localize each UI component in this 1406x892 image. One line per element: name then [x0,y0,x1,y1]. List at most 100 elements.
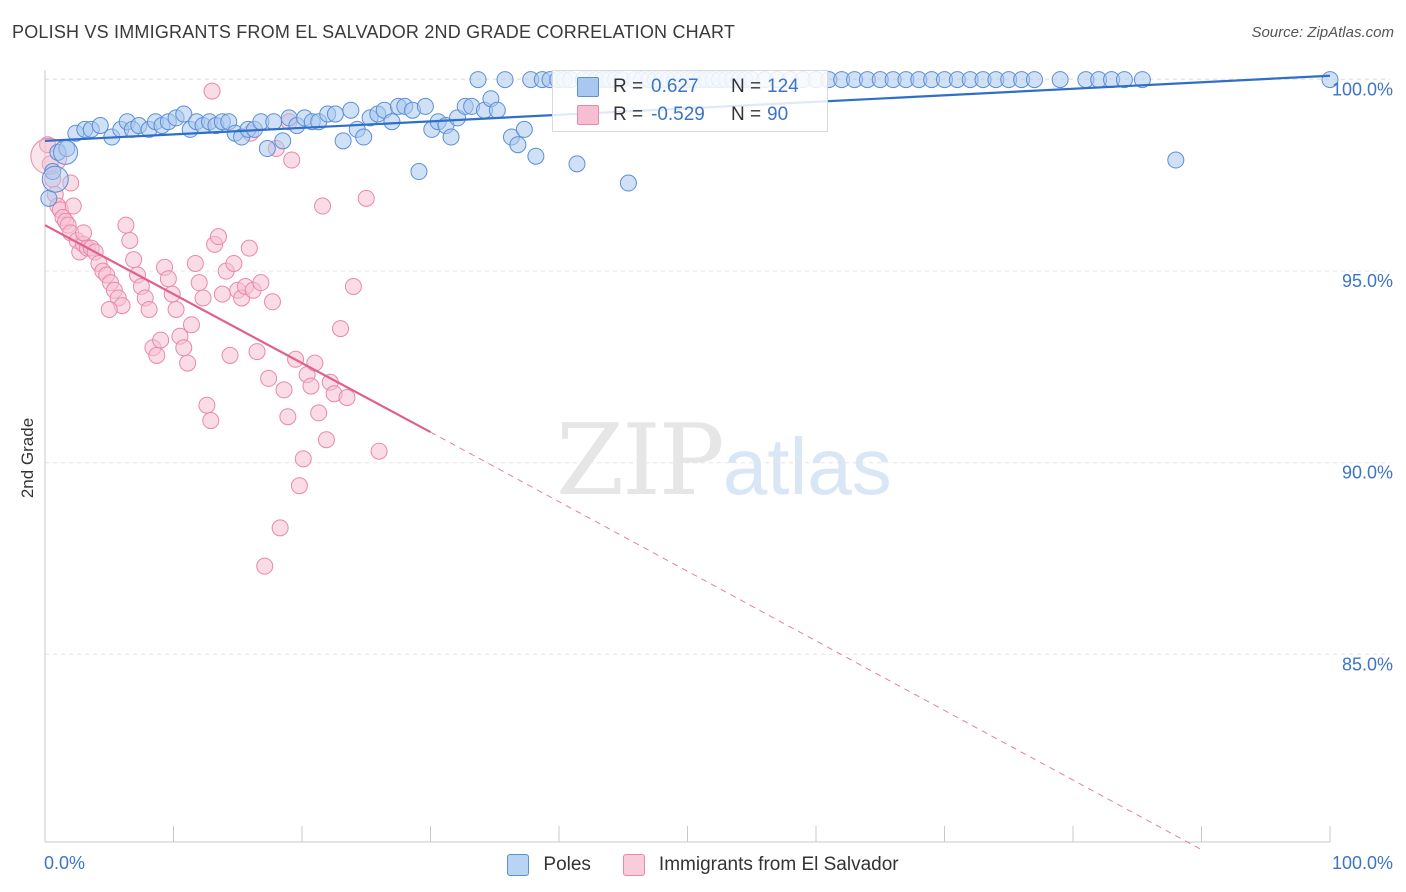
point-el-salvador [100,300,118,318]
point-poles [496,71,514,89]
point-poles [1167,151,1185,169]
point-el-salvador [221,346,239,364]
watermark-atlas: atlas [722,422,892,511]
point-el-salvador [290,477,308,495]
point-el-salvador [252,274,270,292]
point-poles [355,128,373,146]
y-tick-label: 85.0% [1342,654,1393,674]
point-el-salvador [225,254,243,272]
point-el-salvador [203,82,221,100]
point-poles [442,128,460,146]
axes [44,70,1331,843]
point-poles [515,120,533,138]
point-el-salvador [370,442,388,460]
point-poles [619,174,637,192]
legend-label-el-salvador: Immigrants from El Salvador [658,854,899,875]
point-el-salvador [279,408,297,426]
point-el-salvador [317,431,335,449]
point-el-salvador [148,346,166,364]
legend-r-label: R = [613,76,644,97]
legend-r-label: R = [613,104,644,125]
series-el-salvador-points [30,82,388,575]
point-poles [334,132,352,150]
point-el-salvador [306,354,324,372]
trend-line-el-salvador-extrapolated [430,431,1202,851]
point-poles [53,139,79,165]
trend-line-el-salvador [44,224,432,434]
point-el-salvador [182,316,200,334]
point-el-salvador [121,231,139,249]
point-poles [175,105,193,123]
point-el-salvador [159,270,177,288]
y-tick-label: 100.0% [1332,80,1393,100]
point-el-salvador [64,197,82,215]
point-poles [488,101,506,119]
point-el-salvador [248,343,266,361]
legend-row-el-salvador: R = -0.529 N = 90 [577,102,807,128]
point-el-salvador [240,239,258,257]
point-el-salvador [263,293,281,311]
point-poles [568,155,586,173]
point-el-salvador [175,339,193,357]
point-el-salvador [256,557,274,575]
correlation-legend: R = 0.627 N = 124 R = -0.529 N = 90 [552,70,828,132]
point-el-salvador [213,285,231,303]
point-el-salvador [338,389,356,407]
legend-r-value-el-salvador: -0.529 [651,104,705,125]
chart-title: POLISH VS IMMIGRANTS FROM EL SALVADOR 2N… [12,22,736,42]
point-poles [1115,71,1133,89]
point-el-salvador [198,396,216,414]
point-el-salvador [314,197,332,215]
point-el-salvador [140,300,158,318]
legend-n-label: N = [731,104,762,125]
point-poles [383,113,401,131]
x-tick-label-min: 0.0% [44,853,85,873]
point-el-salvador [179,354,197,372]
point-el-salvador [310,404,328,422]
source-label: Source: ZipAtlas.com [1251,24,1394,41]
legend-marker-poles [507,854,530,876]
y-tick-label: 90.0% [1342,463,1393,483]
legend-r-value-poles: 0.627 [651,76,699,97]
x-tick-label-max: 100.0% [1332,853,1393,873]
point-poles [1133,71,1151,89]
point-poles [40,189,58,207]
point-el-salvador [75,224,93,242]
point-el-salvador [275,381,293,399]
point-el-salvador [125,251,143,269]
point-poles [1025,71,1043,89]
legend-item-el-salvador[interactable]: Immigrants from El Salvador [622,854,899,876]
point-el-salvador [194,289,212,307]
point-el-salvador [344,277,362,295]
point-poles [265,113,283,131]
watermark-zip: ZIP [556,404,725,518]
point-el-salvador [202,412,220,430]
point-el-salvador [332,320,350,338]
point-el-salvador [357,189,375,207]
point-el-salvador [62,174,80,192]
legend-n-value-el-salvador: 90 [767,104,789,125]
point-poles [342,101,360,119]
point-el-salvador [190,274,208,292]
point-poles [91,117,109,135]
point-poles [416,97,434,115]
legend-label-poles: Poles [543,854,591,875]
legend-swatch-el-salvador [577,105,599,125]
point-el-salvador [302,377,320,395]
point-poles [41,165,69,193]
point-el-salvador [186,254,204,272]
legend-item-poles[interactable]: Poles [507,854,591,876]
point-poles [326,105,344,123]
point-el-salvador [117,216,135,234]
legend-n-label: N = [731,76,762,97]
point-el-salvador [209,228,227,246]
y-tick-label: 95.0% [1342,271,1393,291]
watermark: ZIPatlas [556,404,892,518]
point-poles [410,163,428,181]
series-legend: Poles Immigrants from El Salvador [0,852,1406,878]
legend-row-poles: R = 0.627 N = 124 [577,74,807,100]
point-poles [1051,71,1069,89]
point-el-salvador [294,450,312,468]
point-el-salvador [167,300,185,318]
